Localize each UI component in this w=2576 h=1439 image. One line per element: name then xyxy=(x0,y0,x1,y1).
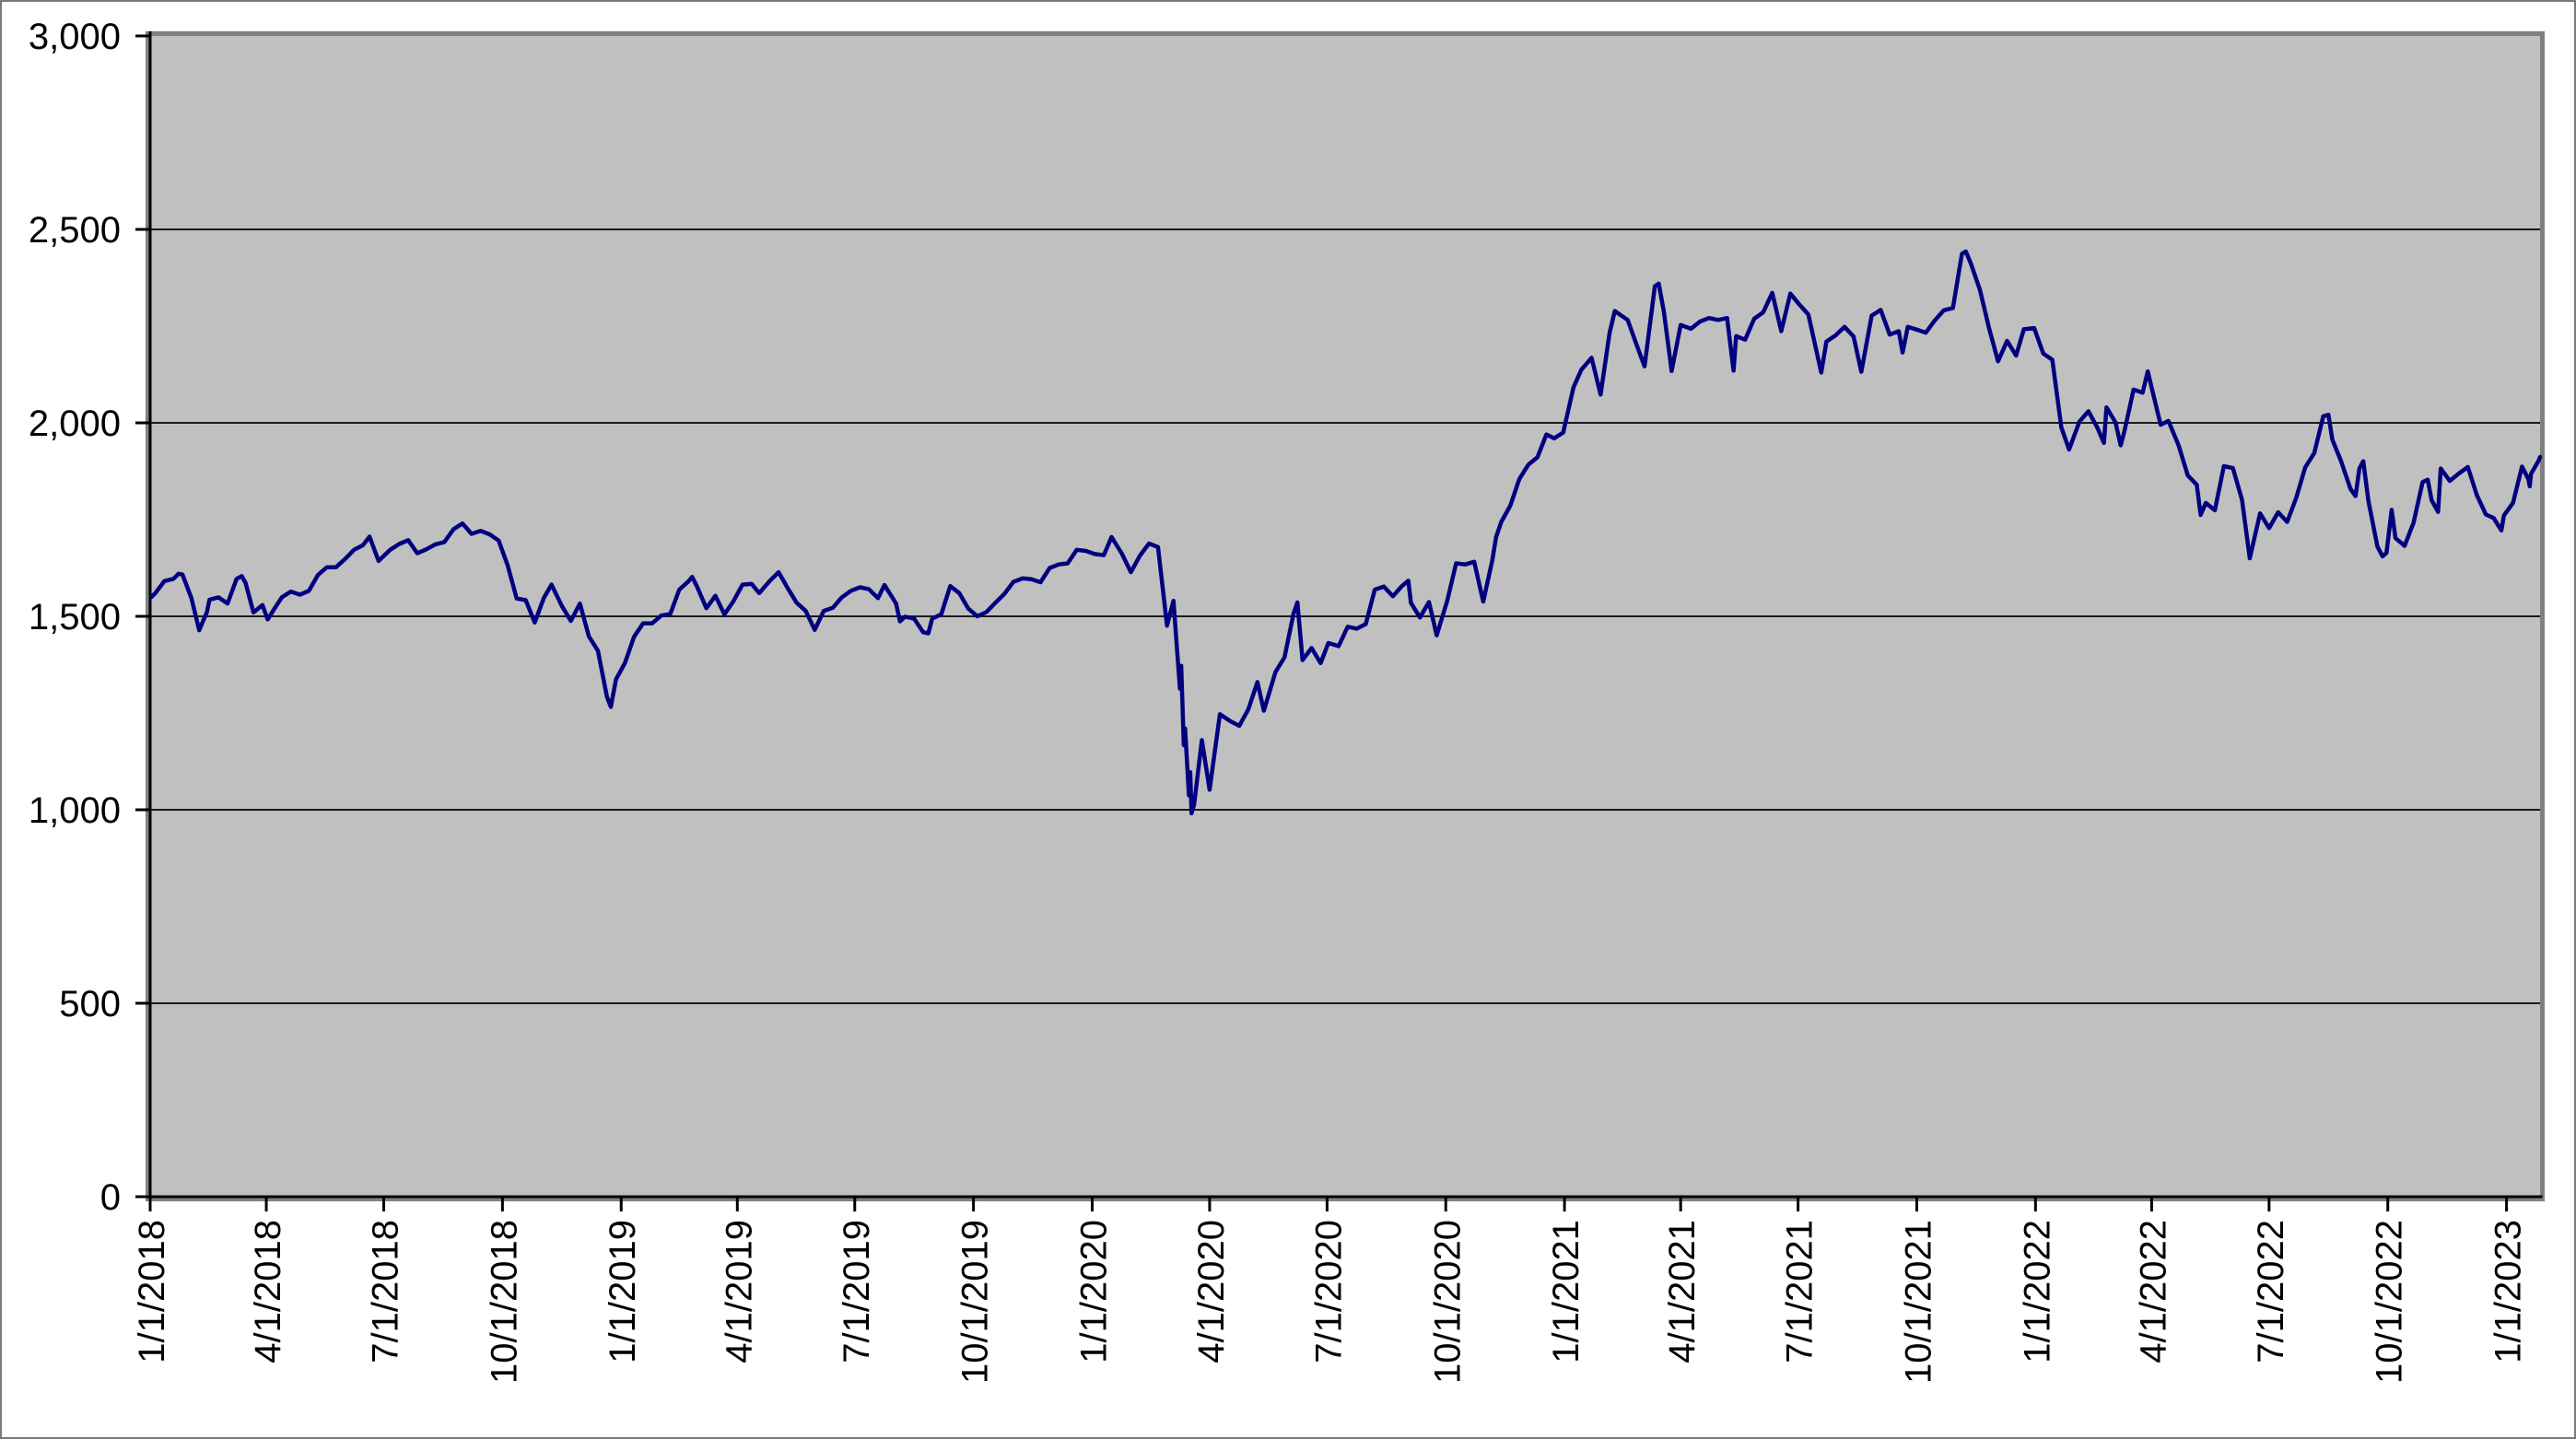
x-tick-label-1/1/2021: 1/1/2021 xyxy=(1546,1220,1587,1363)
series-line-index-value xyxy=(149,249,2543,816)
x-tick-label-7/1/2021: 7/1/2021 xyxy=(1780,1220,1821,1363)
x-tick-label-7/1/2022: 7/1/2022 xyxy=(2251,1220,2291,1363)
y-tick-labels: 0 500 1,000 1,500 2,000 2,500 3,000 xyxy=(29,17,121,1218)
y-tick-label-500: 500 xyxy=(59,984,121,1024)
x-tick-label-4/1/2018: 4/1/2018 xyxy=(248,1220,288,1363)
x-tick-label-1/1/2019: 1/1/2019 xyxy=(603,1220,643,1363)
x-tick-label-10/1/2019: 10/1/2019 xyxy=(955,1220,996,1384)
x-tick-label-7/1/2018: 7/1/2018 xyxy=(366,1220,406,1363)
x-tick-label-7/1/2020: 7/1/2020 xyxy=(1308,1220,1349,1363)
x-tick-label-10/1/2021: 10/1/2021 xyxy=(1898,1220,1938,1384)
x-tick-label-4/1/2022: 4/1/2022 xyxy=(2133,1220,2173,1363)
x-tick-label-4/1/2020: 4/1/2020 xyxy=(1191,1220,1232,1363)
x-tick-marks xyxy=(148,1197,2509,1211)
y-tick-label-2500: 2,500 xyxy=(29,210,121,251)
x-tick-label-1/1/2022: 1/1/2022 xyxy=(2017,1220,2057,1363)
x-tick-label-4/1/2021: 4/1/2021 xyxy=(1662,1220,1703,1363)
y-tick-label-0: 0 xyxy=(100,1177,121,1218)
x-tick-label-1/1/2018: 1/1/2018 xyxy=(132,1220,172,1363)
y-tick-label-3000: 3,000 xyxy=(29,17,121,57)
x-tick-labels: 1/1/2018 4/1/2018 7/1/2018 10/1/2018 1/1/201… xyxy=(132,1220,2529,1384)
y-gridlines xyxy=(150,228,2540,1004)
x-tick-label-4/1/2019: 4/1/2019 xyxy=(719,1220,759,1363)
x-tick-label-1/1/2023: 1/1/2023 xyxy=(2488,1220,2529,1363)
x-tick-label-10/1/2018: 10/1/2018 xyxy=(484,1220,524,1384)
x-tick-label-1/1/2020: 1/1/2020 xyxy=(1073,1220,1114,1363)
x-tick-label-10/1/2020: 10/1/2020 xyxy=(1427,1220,1468,1384)
x-tick-label-7/1/2019: 7/1/2019 xyxy=(837,1220,877,1363)
y-tick-label-2000: 2,000 xyxy=(29,404,121,444)
y-tick-label-1500: 1,500 xyxy=(29,597,121,638)
y-tick-marks xyxy=(135,34,150,1199)
y-tick-label-1000: 1,000 xyxy=(29,790,121,831)
x-tick-label-10/1/2022: 10/1/2022 xyxy=(2370,1220,2410,1384)
series-line xyxy=(149,249,2543,816)
